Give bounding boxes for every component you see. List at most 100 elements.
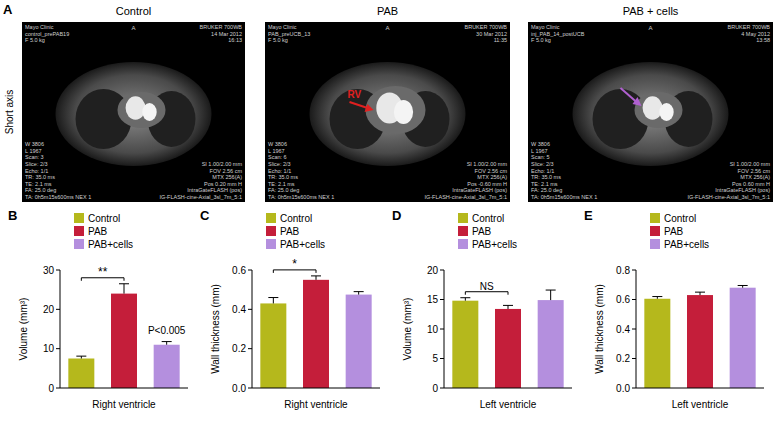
legend-swatch bbox=[458, 226, 468, 236]
arrow bbox=[621, 88, 637, 102]
error-cap bbox=[460, 297, 470, 298]
y-axis-label: Wall thickness (mm) bbox=[210, 284, 221, 374]
overlay-text: FA: 25.0 deg bbox=[268, 187, 299, 193]
overlay-text: F 5.0 kg bbox=[531, 37, 551, 43]
mri-body bbox=[56, 62, 212, 166]
orientation-marker: A bbox=[131, 25, 135, 31]
overlay-text: Slice: 2/3 bbox=[25, 161, 48, 167]
overlay-text: TA: 0h5m15s600ms NEX 1 bbox=[531, 194, 597, 200]
y-tick bbox=[56, 388, 60, 389]
y-tick bbox=[56, 270, 60, 271]
y-tick bbox=[632, 358, 636, 359]
error-bar bbox=[119, 284, 129, 294]
bar bbox=[452, 301, 478, 388]
y-tick bbox=[248, 309, 252, 310]
image-title: Control bbox=[116, 5, 151, 17]
x-axis-label: Right ventricle bbox=[92, 399, 156, 410]
y-tick-label: 0.2 bbox=[232, 343, 246, 354]
overlay-text: Mayo Clinic bbox=[531, 24, 560, 30]
legend-swatch bbox=[74, 239, 84, 249]
overlay-text: Pos 0.20 mm H bbox=[204, 181, 242, 187]
y-tick bbox=[632, 388, 636, 389]
side-label: Short axis bbox=[4, 90, 15, 134]
overlay-text: SI 1.00/2.00 mm bbox=[202, 161, 243, 167]
mri-heart bbox=[366, 86, 426, 134]
overlay-text: control_prePAB19 bbox=[25, 31, 69, 37]
y-tick bbox=[440, 358, 444, 359]
mri-ventricle bbox=[394, 100, 413, 124]
y-tick bbox=[632, 299, 636, 300]
y-tick bbox=[248, 270, 252, 271]
error-bar bbox=[311, 276, 321, 280]
y-tick-label: 0.6 bbox=[616, 294, 630, 305]
bar bbox=[68, 359, 94, 389]
overlay-text: W 3806 bbox=[531, 141, 550, 147]
overlay-text: FOV 2.56 cm bbox=[475, 168, 508, 174]
bars bbox=[452, 290, 563, 388]
mri-heart bbox=[118, 92, 166, 128]
legend-label: PAB+cells bbox=[472, 239, 517, 250]
overlay-text: Slice: 2/3 bbox=[268, 161, 291, 167]
overlay-text: SI 1.00/2.00 mm bbox=[467, 161, 508, 167]
legend-label: PAB+cells bbox=[88, 239, 133, 250]
legend-label: PAB+cells bbox=[664, 239, 709, 250]
bars bbox=[260, 276, 371, 388]
panel-label: E bbox=[584, 208, 593, 223]
legend-label: Control bbox=[88, 213, 120, 224]
overlay-text: Scan: 3 bbox=[25, 154, 44, 160]
legend-label: Control bbox=[664, 213, 696, 224]
mri-body bbox=[310, 62, 466, 166]
error-line bbox=[316, 276, 317, 280]
overlay-text: W 3806 bbox=[25, 141, 44, 147]
overlay-text: BRUKER 700WB bbox=[728, 24, 771, 30]
overlay-text: TE: 2.1 ms bbox=[268, 181, 295, 187]
y-tick-label: 20 bbox=[427, 265, 439, 276]
error-line bbox=[508, 305, 509, 309]
error-bar bbox=[162, 342, 172, 345]
mri-heart bbox=[635, 92, 683, 128]
overlay-text: MTX 256(A) bbox=[477, 174, 507, 180]
mri-ventricle bbox=[142, 103, 156, 121]
overlay-text: BRUKER 700WB bbox=[200, 24, 243, 30]
error-cap bbox=[311, 275, 321, 276]
y-tick bbox=[440, 388, 444, 389]
overlay-text: Scan: 6 bbox=[268, 154, 287, 160]
overlay-text: IntraGateFLASH (pos) bbox=[715, 187, 770, 193]
p-value-label: P<0.005 bbox=[148, 325, 186, 336]
mri-background bbox=[22, 22, 245, 202]
chart: DVolume (mm³)Left ventricle05101520Contr… bbox=[392, 208, 572, 410]
overlay-text: inj_PAB_14_postUCB bbox=[531, 31, 585, 37]
x-axis bbox=[444, 388, 572, 389]
chart: CWall thickness (mm)Right ventricle0.00.… bbox=[200, 208, 380, 410]
panel-label: B bbox=[8, 208, 17, 223]
legend-label: PAB bbox=[88, 226, 108, 237]
y-tick-label: 0 bbox=[432, 383, 438, 394]
y-tick-label: 15 bbox=[427, 294, 439, 305]
error-bar bbox=[652, 297, 662, 299]
legend-label: PAB bbox=[472, 226, 492, 237]
x-axis bbox=[636, 388, 764, 389]
error-cap bbox=[354, 291, 364, 292]
legend-swatch bbox=[650, 239, 660, 249]
y-tick-label: 0.6 bbox=[232, 265, 246, 276]
overlay-text: 16:13 bbox=[228, 37, 242, 43]
overlay-text: W 3806 bbox=[268, 141, 287, 147]
legend-swatch bbox=[266, 226, 276, 236]
arrow-head bbox=[365, 104, 374, 112]
mri-ventricle bbox=[643, 96, 663, 119]
y-tick bbox=[440, 299, 444, 300]
y-axis bbox=[444, 270, 445, 388]
bar bbox=[154, 345, 180, 388]
overlay-text: IntraGateFLASH (pos) bbox=[187, 187, 242, 193]
overlay-text: 30 Mar 2012 bbox=[476, 31, 507, 37]
y-tick bbox=[248, 388, 252, 389]
overlay-text: 14 Mar 2012 bbox=[211, 31, 242, 37]
mri-ventricle bbox=[659, 103, 673, 121]
error-bar bbox=[738, 285, 748, 287]
overlay-text: 13:58 bbox=[756, 37, 770, 43]
image-title: PAB + cells bbox=[623, 5, 679, 17]
y-tick-label: 10 bbox=[43, 343, 55, 354]
legend-label: PAB bbox=[664, 226, 684, 237]
legend-swatch bbox=[650, 213, 660, 223]
overlay-text: BRUKER 700WB bbox=[465, 24, 508, 30]
